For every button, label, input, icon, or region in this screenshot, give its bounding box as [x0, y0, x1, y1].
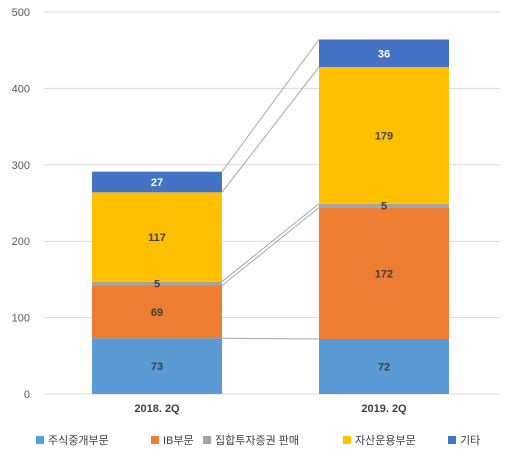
legend: 주식중개부문 IB부문 집합투자증권 판매 자산운용부문 기타: [36, 434, 480, 447]
connector-line: [222, 338, 319, 339]
legend-swatch: [448, 436, 456, 444]
data-label: 5: [154, 279, 160, 291]
y-tick-label: 100: [12, 313, 30, 325]
x-axis-categories: 2018. 2Q 2019. 2Q: [134, 403, 407, 415]
data-label: 172: [375, 268, 393, 280]
data-label: 73: [151, 361, 163, 373]
connector-lines: [222, 40, 319, 339]
y-axis-ticks: 0 100 200 300 400 500: [12, 7, 30, 401]
x-category-label: 2019. 2Q: [361, 403, 407, 415]
legend-swatch: [36, 436, 44, 444]
connector-line: [222, 67, 319, 192]
legend-label: IB부문: [163, 434, 194, 447]
connector-line: [222, 40, 319, 172]
legend-swatch: [151, 436, 159, 444]
data-label: 72: [378, 361, 390, 373]
connector-line: [222, 208, 319, 286]
data-label: 179: [375, 130, 393, 142]
x-category-label: 2018. 2Q: [134, 403, 180, 415]
legend-label: 기타: [460, 434, 480, 447]
y-tick-label: 400: [12, 83, 30, 95]
y-tick-label: 200: [12, 236, 30, 248]
legend-label: 주식중개부문: [48, 434, 109, 447]
bars: [92, 40, 449, 394]
data-label: 69: [151, 307, 163, 319]
data-label: 27: [151, 177, 163, 189]
y-tick-label: 300: [12, 160, 30, 172]
y-tick-label: 500: [12, 7, 30, 19]
legend-swatch: [203, 436, 211, 444]
y-tick-label: 0: [24, 389, 30, 401]
data-label: 5: [381, 201, 387, 213]
connector-line: [222, 204, 319, 282]
legend-label: 집합투자증권 판매: [215, 434, 299, 447]
data-label: 117: [148, 232, 166, 244]
data-label: 36: [378, 48, 390, 60]
legend-swatch: [343, 436, 351, 444]
legend-label: 자산운용부문: [355, 434, 416, 447]
